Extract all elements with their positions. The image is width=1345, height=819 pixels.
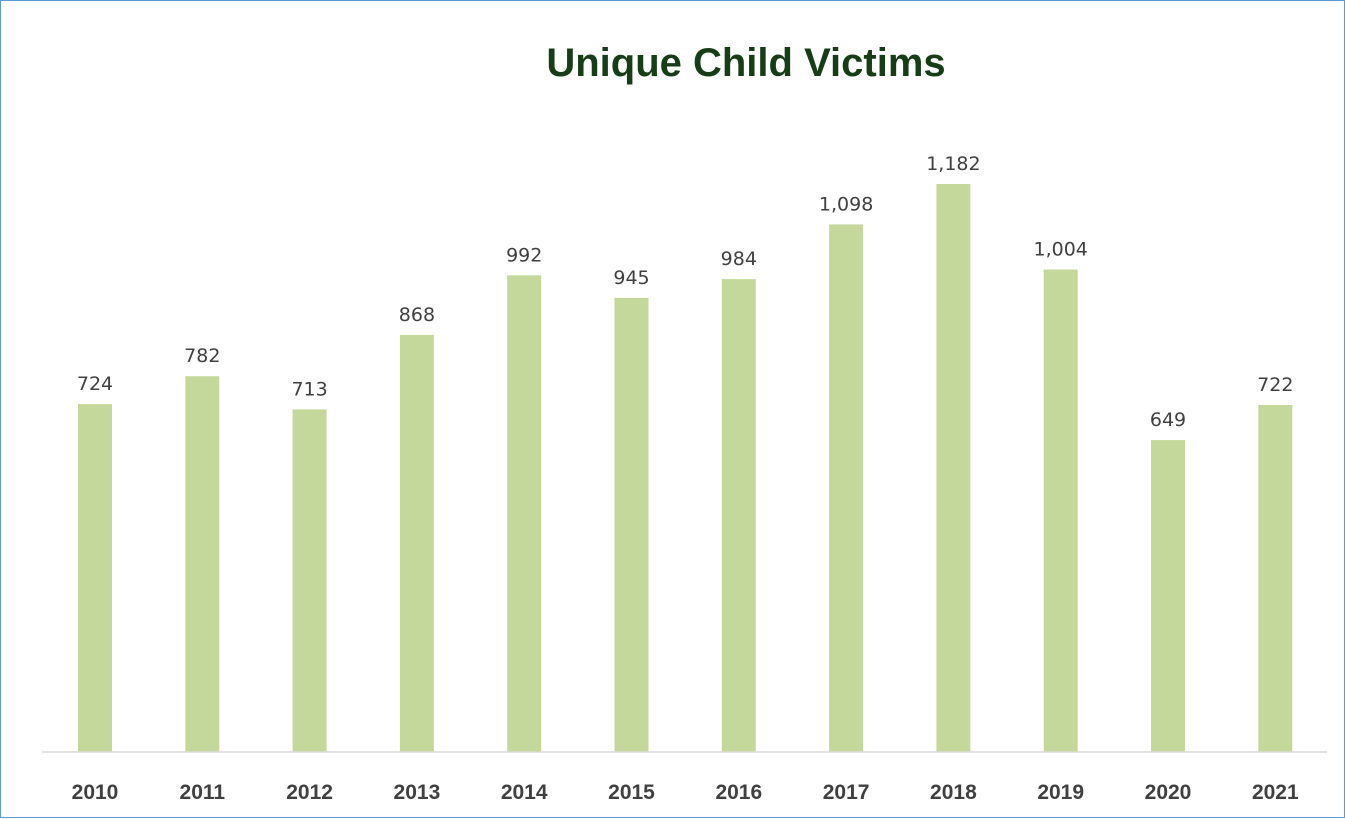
x-tick-label-2013: 2013 [394,781,441,804]
data-label-2011: 782 [184,345,220,367]
x-tick-label-2020: 2020 [1145,781,1192,804]
chart-title: Unique Child Victims [546,41,946,85]
x-tick-label-2017: 2017 [823,781,870,804]
x-tick-label-2011: 2011 [180,781,226,804]
bar-2017 [829,224,864,752]
x-tick-label-2010: 2010 [72,781,119,804]
bars-group [78,184,1293,752]
data-label-2012: 713 [291,378,327,400]
bar-2015 [614,297,649,752]
data-label-2021: 722 [1257,374,1293,396]
bar-2011 [185,376,220,752]
data-label-2018: 1,182 [926,153,980,175]
data-label-2015: 945 [613,267,649,289]
x-tick-label-2014: 2014 [501,781,548,804]
x-tick-label-2021: 2021 [1252,781,1299,804]
bar-2013 [399,334,434,752]
x-tick-label-2018: 2018 [930,781,977,804]
bar-2019 [1043,269,1078,752]
bar-2016 [721,279,756,752]
x-tick-label-2016: 2016 [715,781,762,804]
bar-2018 [936,184,971,752]
bar-2020 [1151,440,1185,752]
bar-2010 [78,404,112,752]
bar-2012 [292,409,327,752]
x-tick-label-2015: 2015 [608,781,655,804]
data-label-2020: 649 [1150,409,1186,431]
data-label-2013: 868 [399,304,435,326]
x-tick-label-2012: 2012 [286,781,333,804]
data-label-2010: 724 [77,373,113,395]
data-label-2016: 984 [721,248,757,270]
bar-2021 [1258,405,1293,752]
data-label-2017: 1,098 [819,193,873,215]
data-labels-group: 724 782 713 868 992 945 984 1,098 1,182 1,004 649 7… [77,153,1294,431]
data-label-2014: 992 [506,244,542,266]
x-tick-label-2019: 2019 [1037,781,1084,804]
x-tick-labels-group: 2010 2011 2012 2013 2014 2015 2016 2017 2018 2019… [72,781,1299,804]
bar-2014 [507,275,542,752]
data-label-2019: 1,004 [1033,239,1087,261]
